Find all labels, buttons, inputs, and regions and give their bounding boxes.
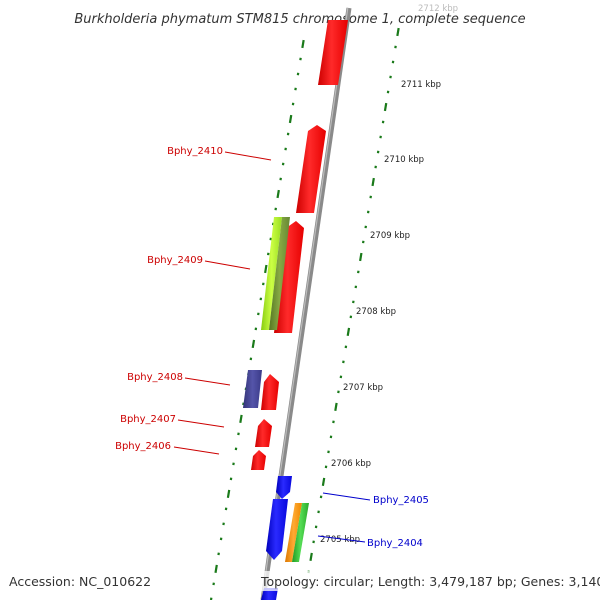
gene-bphy-2404-domain-b[interactable] <box>292 503 309 562</box>
right-track-major-tick <box>334 402 338 412</box>
left-track-major-tick <box>239 414 243 424</box>
gene-label-bphy-2405[interactable]: Bphy_2405 <box>373 495 429 506</box>
right-track-major-tick <box>309 552 313 561</box>
gene-label-bphy-2408[interactable]: Bphy_2408 <box>127 372 183 383</box>
leader-bphy-2405 <box>322 492 371 501</box>
kbp-label-2706: 2706 kbp <box>331 459 371 469</box>
gene-bphy-2409-domain-a[interactable] <box>261 217 282 330</box>
gene-bphy-2404[interactable] <box>266 499 288 560</box>
leader-bphy-2407 <box>177 419 225 428</box>
gene-bphy-2405[interactable] <box>276 476 292 499</box>
kbp-label-2712: 2712 kbp <box>418 4 458 14</box>
kbp-label-2707: 2707 kbp <box>343 383 383 393</box>
left-track-major-tick <box>301 39 305 49</box>
map-title: Burkholderia phymatum STM815 chromosome … <box>74 12 525 27</box>
left-track-major-tick <box>264 264 268 274</box>
leader-bphy-2406 <box>173 446 220 455</box>
gene-label-bphy-2404[interactable]: Bphy_2404 <box>367 538 423 549</box>
leader-bphy-2410 <box>224 151 272 161</box>
leader-bphy-2408 <box>184 377 231 386</box>
gene-bphy-2409-domain-b[interactable] <box>269 217 290 330</box>
right-track-major-tick <box>359 252 363 262</box>
right-track-major-tick <box>321 477 326 487</box>
gene-bphy-2411[interactable] <box>318 20 348 85</box>
leader-bphy-2409 <box>204 260 251 270</box>
topology-label-background <box>257 571 590 591</box>
left-track-major-tick <box>276 189 280 199</box>
gene-label-bphy-2406[interactable]: Bphy_2406 <box>115 441 171 452</box>
right-track-major-tick <box>346 327 351 337</box>
right-track-major-tick <box>371 177 375 187</box>
kbp-label-2705: 2705 kbp <box>320 535 360 545</box>
gene-bphy-2407[interactable] <box>255 419 272 447</box>
gene-label-bphy-2410[interactable]: Bphy_2410 <box>167 146 223 157</box>
gene-label-bphy-2407[interactable]: Bphy_2407 <box>120 414 176 425</box>
topology-label: Topology: circular; Length: 3,479,187 bp… <box>260 574 600 589</box>
gene-bphy-2406[interactable] <box>251 450 266 470</box>
gene-bphy-2409[interactable] <box>274 221 304 333</box>
gene-bphy-2404-domain-a[interactable] <box>285 503 302 562</box>
gene-bphy-2408-domain[interactable] <box>243 370 262 408</box>
kbp-label-2710: 2710 kbp <box>384 155 424 165</box>
accession-label: Accession: NC_010622 <box>9 574 151 589</box>
kbp-label-2708: 2708 kbp <box>356 307 396 317</box>
left-track-major-tick <box>214 564 218 573</box>
left-track-major-tick <box>288 114 293 124</box>
right-track-major-tick <box>383 102 388 112</box>
left-track-major-tick <box>226 489 231 499</box>
kbp-label-2711: 2711 kbp <box>401 80 441 90</box>
gene-label-bphy-2409[interactable]: Bphy_2409 <box>147 255 203 266</box>
gene-bphy-2410[interactable] <box>296 125 326 213</box>
right-track-major-tick <box>396 27 400 37</box>
gene-bphy-2408[interactable] <box>261 374 279 410</box>
leader-bphy-2404 <box>317 535 366 543</box>
kbp-label-2709: 2709 kbp <box>370 231 410 241</box>
left-track-major-tick <box>251 339 256 349</box>
